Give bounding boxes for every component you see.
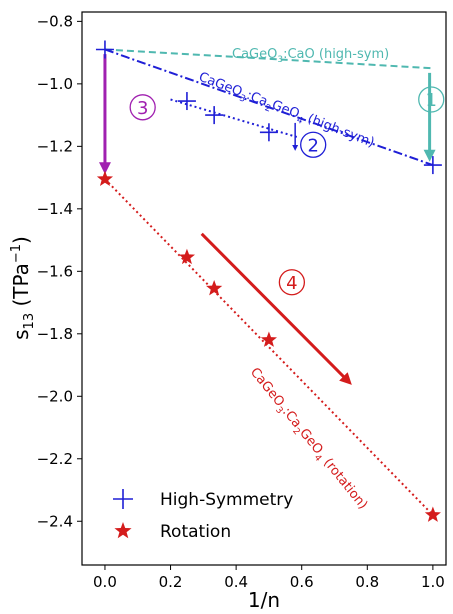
legend: High-Symmetry Rotation [113,489,293,542]
annotation-circle [129,94,156,121]
rotation-point [424,506,441,522]
high-symmetry-point [259,123,278,142]
high-symmetry-point [423,156,442,175]
y-tick-label: −2.2 [37,450,73,468]
rotation-point [260,331,277,347]
x-axis-label: 1/n [248,588,280,612]
rotation-point [178,248,196,265]
points-layer [95,40,442,522]
y-axis-label: s13 (TPa−1) [9,236,37,340]
line-label-cao: CaGeO3:CaO (high-sym) [232,47,389,65]
highsym-dashdot-line [104,48,434,167]
y-tick-label: −2.4 [37,512,73,530]
annotation-number: 2 [307,135,318,156]
annotation-number: 1 [426,90,437,111]
x-tick-label: 0.2 [159,573,183,591]
y-tick-label: −1.0 [37,75,73,93]
labels-layer: 1 2 3 4 [129,86,445,296]
y-tick-label: −2.0 [37,387,73,405]
x-tick-label: 0.8 [355,573,379,591]
arrow-4 [200,232,352,385]
y-tick-label: −1.2 [37,137,73,155]
x-tick-label: 0.4 [224,573,248,591]
highsym-dotted-segment [170,98,298,138]
legend-label-rotation: Rotation [160,522,231,542]
annotation-4: 4 [278,269,306,296]
y-tick-label: −1.6 [37,262,73,280]
high-symmetry-point [95,40,114,59]
annotation-3: 3 [129,94,156,121]
rotation-point [96,170,114,187]
high-symmetry-point [177,92,196,111]
annotation-number: 4 [286,273,297,294]
annotation-circle [418,86,445,113]
y-tick-label: −0.8 [37,12,73,30]
high-symmetry-point [205,106,224,125]
annotation-circle [300,131,327,158]
x-tick-label: 0.0 [93,573,117,591]
y-tick-label: −1.4 [37,200,73,218]
x-tick-label: 1.0 [421,573,445,591]
plot-frame [81,11,447,566]
annotation-1: 1 [418,86,445,113]
rotation-point [206,280,223,296]
legend-marker-high-symmetry [113,489,133,509]
ticks-layer: 0.0 0.2 0.4 0.6 0.8 1.0 −0.8 −1.0 −1.2 −1.4 −1.6 −1… [37,12,445,591]
x-tick-label: 0.6 [290,573,314,591]
lines-layer [104,48,434,516]
y-tick-label: −1.8 [37,325,73,343]
legend-label-high-symmetry: High-Symmetry [160,490,293,510]
legend-marker-rotation [114,522,132,539]
line-label-highsym: CaGeO3:Ca2GeO4 (high-sym) [195,70,376,154]
rotation-dotted-line [104,178,434,516]
annotation-circle [278,269,306,296]
annotation-2: 2 [300,131,327,158]
annotation-number: 3 [137,98,148,119]
